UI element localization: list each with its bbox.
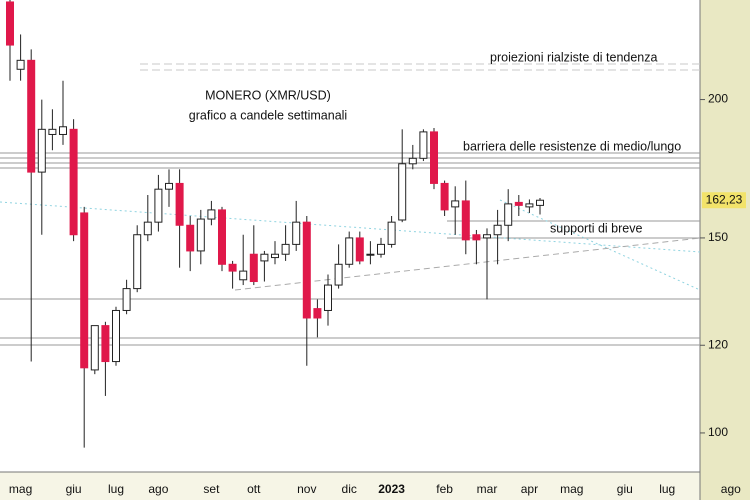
candle-body: [292, 221, 301, 245]
y-tick-label: 150: [708, 230, 728, 244]
x-tick-label: ott: [247, 482, 261, 496]
candle-body: [196, 218, 205, 252]
x-tick-label: ago: [148, 482, 168, 496]
x-tick-label: dic: [342, 482, 357, 496]
y-tick-label: 200: [708, 92, 728, 106]
candle-body: [271, 253, 279, 259]
candle-body: [6, 1, 14, 46]
candle-body: [165, 182, 173, 190]
candle-body: [430, 131, 438, 184]
candle-body: [59, 126, 67, 135]
annotation: grafico a candele settimanali: [189, 108, 347, 122]
candle-body: [366, 253, 375, 256]
x-tick-label: nov: [297, 482, 316, 496]
trend-line: [0, 201, 701, 253]
candle-body: [472, 234, 481, 241]
candle-body: [16, 59, 25, 70]
x-tick-label: feb: [436, 482, 453, 496]
y-tick-label: 120: [708, 337, 728, 351]
annotation: barriera delle resistenze di medio/lungo: [463, 139, 681, 153]
candle-body: [334, 263, 343, 286]
candle-body: [483, 234, 491, 239]
x-tick-label: mag: [9, 482, 32, 496]
candle-body: [461, 200, 470, 241]
x-tick-label: mag: [560, 482, 583, 496]
candle-body: [514, 201, 523, 206]
candle-body: [143, 221, 152, 236]
candle-body: [133, 234, 142, 290]
candle-body: [408, 157, 417, 165]
candle-body: [228, 263, 237, 272]
candle-body: [536, 199, 544, 206]
candle-body: [122, 288, 131, 311]
candle-body: [493, 224, 502, 236]
candle-body: [27, 59, 36, 173]
y-tick-label: 100: [708, 425, 728, 439]
plot-area: [0, 0, 700, 472]
candle-body: [69, 128, 78, 236]
candle-body: [239, 270, 248, 281]
x-tick-label: set: [203, 482, 220, 496]
candle-body: [154, 188, 163, 223]
candle-body: [37, 128, 46, 173]
x-tick-label: mar: [477, 482, 498, 496]
candle-body: [324, 284, 332, 311]
candle-body: [186, 224, 195, 252]
x-tick-label: giu: [617, 482, 633, 496]
candle-body: [175, 182, 184, 226]
candle-body: [207, 209, 216, 220]
annotation: MONERO (XMR/USD): [205, 88, 331, 102]
last-price-label: 162,23: [706, 192, 743, 206]
candle-body: [218, 209, 226, 265]
trend-lines: [0, 199, 701, 291]
candle-body: [419, 131, 428, 159]
x-tick-label: lug: [108, 482, 124, 496]
candle-body: [398, 163, 407, 221]
annotation: proiezioni rialziste di tendenza: [490, 50, 658, 64]
last-price-tag: [702, 192, 746, 209]
x-tick-label: lug: [659, 482, 675, 496]
candle-body: [525, 203, 534, 208]
candle-body: [281, 243, 290, 255]
candles: [6, 0, 544, 448]
candle-body: [504, 203, 513, 226]
candle-body: [48, 128, 57, 135]
trend-line: [499, 199, 701, 291]
projection-lines: [140, 63, 700, 71]
y-axis-panel: [700, 0, 750, 500]
candle-body: [249, 253, 258, 283]
annotation: supporti di breve: [550, 221, 642, 235]
candle-body: [345, 237, 354, 265]
x-tick-label: giu: [66, 482, 82, 496]
candle-body: [313, 308, 322, 319]
candle-body: [80, 212, 89, 369]
candle-body: [101, 325, 110, 363]
candle-body: [260, 253, 269, 262]
x-tick-label: ago: [721, 482, 741, 496]
candle-body: [302, 221, 311, 319]
x-tick-label: 2023: [378, 482, 405, 496]
candle-body: [440, 182, 449, 211]
candle-body: [451, 200, 460, 208]
candle-body: [90, 325, 99, 371]
x-axis-panel: [0, 472, 700, 500]
candle-body: [387, 221, 396, 245]
candle-body: [112, 309, 120, 363]
trend-line: [234, 237, 701, 291]
candle-body: [377, 243, 385, 255]
candle-body: [355, 237, 364, 262]
x-tick-label: apr: [521, 482, 538, 496]
